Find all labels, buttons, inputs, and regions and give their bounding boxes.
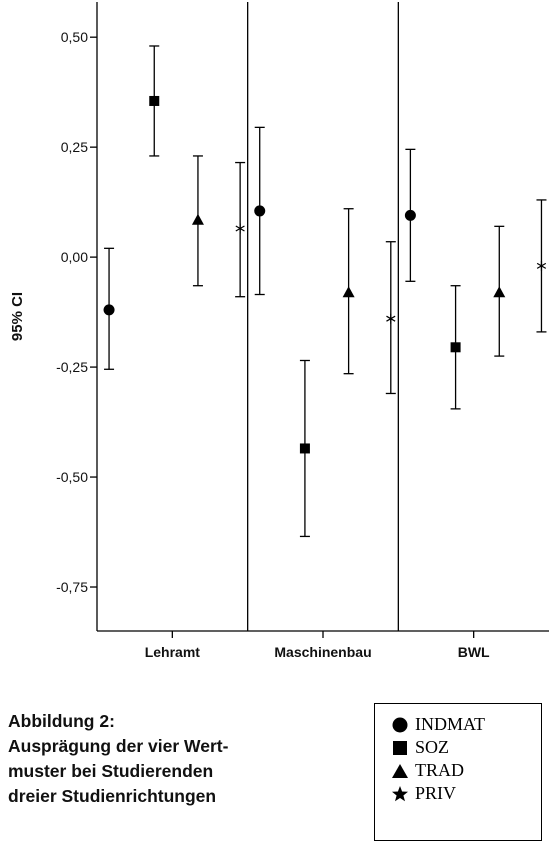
point-soz-lehramt bbox=[149, 95, 160, 106]
y-tick-label: -0,25 bbox=[56, 359, 88, 375]
y-tick-label: 0,25 bbox=[61, 139, 88, 155]
point-trad-bwl bbox=[493, 286, 506, 298]
star-stroke bbox=[235, 225, 245, 232]
star-stroke bbox=[386, 315, 396, 322]
x-tick-label: Lehramt bbox=[145, 644, 201, 660]
legend-item-priv: PRIV bbox=[391, 782, 541, 805]
y-axis-title: 95% CI bbox=[9, 292, 26, 341]
caption-line-3: muster bei Studierenden bbox=[8, 761, 214, 781]
circle-marker-icon bbox=[392, 717, 408, 732]
chart-plot: 0,50 0,25 0,00 -0,25 -0,50 -0,75 95% CI Lehramt… bbox=[9, 2, 549, 660]
x-tick-label: BWL bbox=[458, 644, 490, 660]
y-tick-label: -0,50 bbox=[56, 469, 88, 485]
point-priv-bwl bbox=[536, 260, 547, 271]
square-marker-icon bbox=[393, 740, 407, 755]
star-stroke bbox=[536, 262, 547, 269]
y-tick-label: 0,00 bbox=[61, 249, 88, 265]
x-tick-label: Maschinenbau bbox=[274, 644, 371, 660]
legend-label-soz: SOZ bbox=[415, 737, 450, 757]
point-indmat-bwl bbox=[404, 209, 416, 221]
point-indmat-lehramt bbox=[103, 304, 115, 316]
legend-label-priv: PRIV bbox=[415, 783, 457, 803]
legend-item-trad: TRAD bbox=[391, 759, 541, 782]
caption-line-4: dreier Studienrichtungen bbox=[8, 786, 217, 806]
point-priv-maschinenbau bbox=[386, 313, 396, 324]
point-priv-lehramt bbox=[235, 223, 245, 234]
y-tick-label: 0,50 bbox=[61, 29, 88, 45]
point-trad-lehramt bbox=[191, 213, 204, 225]
caption-line-2: Ausprägung der vier Wert- bbox=[8, 736, 229, 756]
star-marker-icon bbox=[392, 785, 408, 801]
caption-line-1: Abbildung 2: bbox=[8, 711, 115, 731]
figure-caption: Abbildung 2: Ausprägung der vier Wert- m… bbox=[8, 709, 328, 809]
legend-label-indmat: INDMAT bbox=[415, 714, 485, 734]
triangle-marker-icon bbox=[392, 763, 408, 778]
legend-item-indmat: INDMAT bbox=[391, 713, 541, 736]
legend-item-soz: SOZ bbox=[391, 736, 541, 759]
point-soz-maschinenbau bbox=[299, 443, 310, 454]
point-indmat-maschinenbau bbox=[254, 205, 266, 217]
point-trad-maschinenbau bbox=[342, 286, 355, 298]
point-soz-bwl bbox=[450, 342, 461, 353]
y-tick-label: -0,75 bbox=[56, 579, 88, 595]
legend: INDMAT SOZ TRAD PRIV bbox=[374, 703, 542, 841]
legend-label-trad: TRAD bbox=[415, 760, 464, 780]
